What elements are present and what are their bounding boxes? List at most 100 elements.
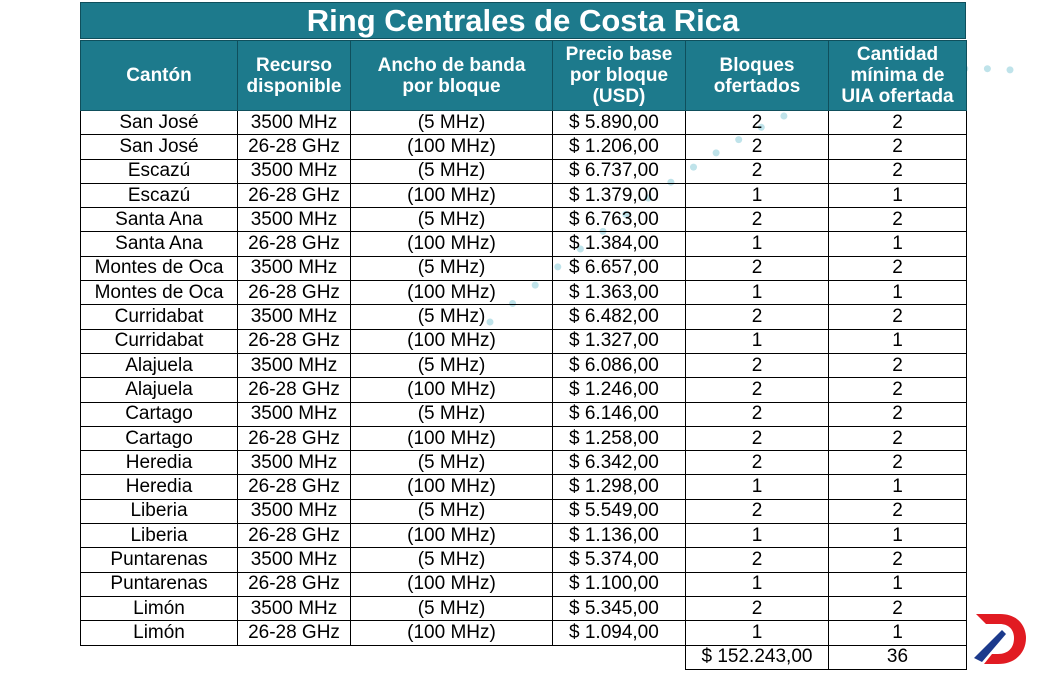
table-row: Alajuela 26-28 GHz (100 MHz) $ 1.246,00 2 2 [80,377,967,403]
cell-canton: Liberia [80,498,238,525]
cell-canton: Montes de Oca [80,280,238,306]
cell-recurso: 26-28 GHz [237,328,351,354]
header-bloques: Bloques ofertados [685,40,829,111]
table-row: Puntarenas 26-28 GHz (100 MHz) $ 1.100,00 1 1 [80,571,967,597]
cell-precio: $ 1.327,00 [552,328,686,354]
cell-canton: Limón [80,595,238,622]
cell-ancho: (5 MHz) [350,158,553,184]
cell-bloques: 2 [685,498,829,525]
cell-ancho: (100 MHz) [350,280,553,306]
cell-canton: Cartago [80,425,238,452]
cell-bloques: 2 [685,109,829,136]
cell-precio: $ 1.100,00 [552,571,686,597]
cell-precio: $ 5.374,00 [552,547,686,573]
cell-ancho: (100 MHz) [350,182,553,209]
cell-precio: $ 6.146,00 [552,401,686,427]
cell-canton: Curridabat [80,328,238,354]
cell-precio: $ 6.737,00 [552,158,686,184]
cell-bloques: 2 [685,425,829,452]
cell-ancho: (100 MHz) [350,231,553,257]
cell-recurso: 3500 MHz [237,255,351,282]
cell-bloques: 2 [685,377,829,403]
cell-ancho: (5 MHz) [350,450,553,476]
cell-precio: $ 1.136,00 [552,523,686,549]
decor-dot [983,65,991,73]
table-row: Heredia 26-28 GHz (100 MHz) $ 1.298,00 1 1 [80,474,967,500]
cell-recurso: 26-28 GHz [237,231,351,257]
cell-cantidad: 2 [828,377,967,403]
cell-recurso: 26-28 GHz [237,134,351,160]
cell-cantidad: 2 [828,498,967,525]
cell-ancho: (5 MHz) [350,352,553,379]
cell-canton: Escazú [80,182,238,209]
cell-canton: Heredia [80,450,238,476]
cell-cantidad: 1 [828,571,967,597]
cell-ancho: (5 MHz) [350,255,553,282]
cell-recurso: 3500 MHz [237,498,351,525]
cell-canton: Puntarenas [80,571,238,597]
cell-precio: $ 5.890,00 [552,109,686,136]
table-row: Curridabat 3500 MHz (5 MHz) $ 6.482,00 2 2 [80,304,967,330]
table-row: Escazú 26-28 GHz (100 MHz) $ 1.379,00 1 1 [80,182,967,209]
cell-precio: $ 1.094,00 [552,620,686,646]
cell-recurso: 26-28 GHz [237,474,351,500]
cell-ancho: (5 MHz) [350,304,553,330]
cell-cantidad: 1 [828,231,967,257]
cell-ancho: (100 MHz) [350,523,553,549]
cell-ancho: (100 MHz) [350,377,553,403]
table-row: Heredia 3500 MHz (5 MHz) $ 6.342,00 2 2 [80,450,967,476]
cell-canton: Curridabat [80,304,238,330]
cell-cantidad: 2 [828,352,967,379]
cell-precio: $ 6.086,00 [552,352,686,379]
cell-ancho: (5 MHz) [350,207,553,233]
table-row: Escazú 3500 MHz (5 MHz) $ 6.737,00 2 2 [80,158,967,184]
header-ancho: Ancho de banda por bloque [350,40,553,111]
cell-recurso: 3500 MHz [237,207,351,233]
cell-ancho: (5 MHz) [350,595,553,622]
cell-canton: Escazú [80,158,238,184]
cell-cantidad: 2 [828,595,967,622]
cell-precio: $ 1.246,00 [552,377,686,403]
cell-ancho: (100 MHz) [350,425,553,452]
cell-cantidad: 2 [828,207,967,233]
cell-bloques: 1 [685,328,829,354]
cell-canton: Santa Ana [80,207,238,233]
cell-recurso: 26-28 GHz [237,377,351,403]
cell-ancho: (5 MHz) [350,547,553,573]
total-price: $ 152.243,00 [685,644,829,670]
cell-canton: Montes de Oca [80,255,238,282]
cell-bloques: 2 [685,547,829,573]
cell-bloques: 1 [685,620,829,646]
table-row: Curridabat 26-28 GHz (100 MHz) $ 1.327,00 1 1 [80,328,967,354]
cell-cantidad: 2 [828,547,967,573]
totals-row: $ 152.243,00 36 [81,644,967,670]
cell-recurso: 3500 MHz [237,352,351,379]
cell-cantidad: 2 [828,450,967,476]
table-row: Limón 26-28 GHz (100 MHz) $ 1.094,00 1 1 [80,620,967,646]
cell-precio: $ 1.363,00 [552,280,686,306]
cell-cantidad: 1 [828,182,967,209]
cell-precio: $ 1.298,00 [552,474,686,500]
page-title: Ring Centrales de Costa Rica [80,2,966,39]
cell-recurso: 26-28 GHz [237,425,351,452]
cell-bloques: 2 [685,134,829,160]
cell-recurso: 3500 MHz [237,595,351,622]
pricing-table: Cantón Recurso disponible Ancho de banda p… [80,40,967,670]
cell-canton: San José [80,109,238,136]
cell-canton: Alajuela [80,377,238,403]
cell-ancho: (100 MHz) [350,571,553,597]
cell-recurso: 3500 MHz [237,547,351,573]
cell-cantidad: 1 [828,328,967,354]
cell-precio: $ 6.763,00 [552,207,686,233]
cell-canton: Liberia [80,523,238,549]
table-row: Santa Ana 26-28 GHz (100 MHz) $ 1.384,00 1 1 [80,231,967,257]
total-quantity: 36 [828,644,967,670]
cell-canton: Limón [80,620,238,646]
cell-bloques: 1 [685,231,829,257]
cell-recurso: 3500 MHz [237,158,351,184]
table-row: Montes de Oca 26-28 GHz (100 MHz) $ 1.363,0… [80,280,967,306]
cell-precio: $ 6.482,00 [552,304,686,330]
cell-cantidad: 2 [828,304,967,330]
table-row: San José 3500 MHz (5 MHz) $ 5.890,00 2 2 [80,109,967,136]
cell-cantidad: 2 [828,134,967,160]
